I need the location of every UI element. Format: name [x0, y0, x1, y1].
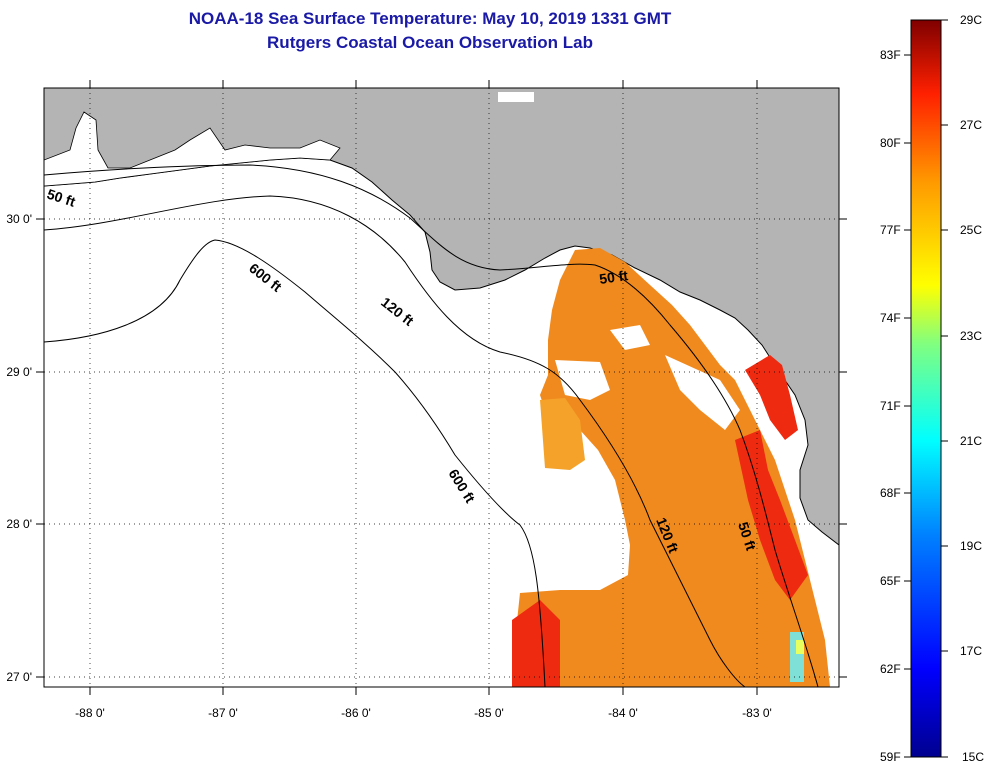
contour-120ft: [44, 195, 746, 687]
map-subtitle: Rutgers Coastal Ocean Observation Lab: [267, 33, 593, 52]
map-frame: [43, 87, 840, 688]
map-title: NOAA-18 Sea Surface Temperature: May 10,…: [188, 9, 672, 28]
lat-labels: 30 0' 29 0' 28 0' 27 0': [6, 212, 32, 684]
lat-label: 30 0': [6, 212, 32, 226]
cloud-patch: [498, 92, 534, 102]
lon-label: -84 0': [608, 706, 638, 720]
contour-600ft: [44, 239, 546, 687]
colorbar-f-label: 74F: [880, 311, 901, 325]
colorbar-gradient: [910, 19, 942, 758]
lon-label: -85 0': [474, 706, 504, 720]
lat-label: 28 0': [6, 517, 32, 531]
colorbar-c-label: 29C: [960, 13, 982, 27]
colorbar-f-label: 80F: [880, 136, 901, 150]
sst-field: [512, 248, 830, 687]
lat-label: 29 0': [6, 365, 32, 379]
lat-label: 27 0': [6, 670, 32, 684]
colorbar-f-label: 62F: [880, 662, 901, 676]
colorbar-c-label: 27C: [960, 118, 982, 132]
colorbar-c-label: 23C: [960, 329, 982, 343]
colorbar-c-label: 15C: [962, 750, 984, 764]
colorbar-c-label: 21C: [960, 434, 982, 448]
lon-label: -83 0': [742, 706, 772, 720]
colorbar-f-label: 59F: [880, 750, 901, 764]
colorbar-c-label: 25C: [960, 223, 982, 237]
colorbar-c-label: 17C: [960, 644, 982, 658]
lon-label: -86 0': [341, 706, 371, 720]
lon-labels: -88 0' -87 0' -86 0' -85 0' -84 0' -83 0…: [75, 706, 772, 720]
bay-water: [44, 111, 341, 187]
contour-label-50ft-bigbend: 50 ft: [598, 267, 629, 287]
colorbar-f-label: 83F: [880, 48, 901, 62]
colorbar-f-label: 68F: [880, 486, 901, 500]
colorbar-f-label: 77F: [880, 223, 901, 237]
lon-label: -88 0': [75, 706, 105, 720]
frame-ticks: [36, 80, 847, 695]
colorbar-f-label: 65F: [880, 574, 901, 588]
colorbar-f-label: 71F: [880, 399, 901, 413]
lon-label: -87 0': [208, 706, 238, 720]
colorbar: 29C 27C 25C 23C 21C 19C 17C 15C 83F 80F …: [880, 13, 984, 764]
map-panel: 50 ft 600 ft 120 ft 50 ft 600 ft 120 ft …: [44, 88, 839, 687]
colorbar-c-label: 19C: [960, 539, 982, 553]
depth-contours: [44, 164, 819, 687]
contour-50ft: [44, 164, 819, 687]
